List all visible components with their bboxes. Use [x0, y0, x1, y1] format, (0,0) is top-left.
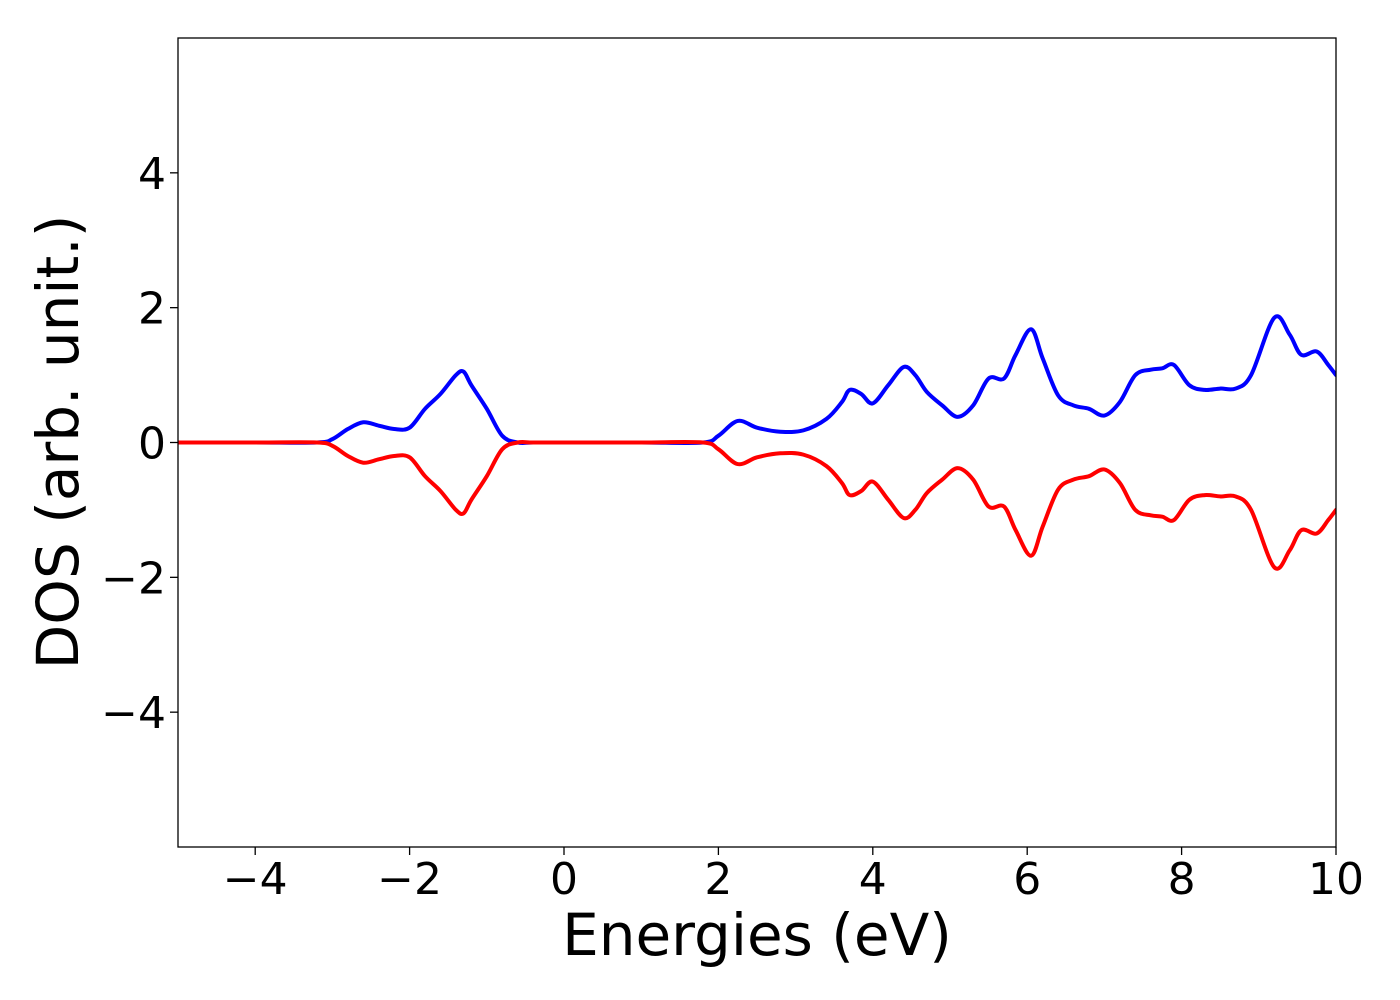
plot-frame: [177, 37, 1337, 848]
y-tick-label: 2: [138, 284, 166, 335]
x-tick-label: 8: [1168, 854, 1196, 905]
x-tick-label: −4: [223, 854, 288, 905]
x-tick-label: 4: [859, 854, 887, 905]
y-tick-label: −4: [101, 688, 166, 739]
y-tick-label: 0: [138, 419, 166, 470]
x-axis-title: Energies (eV): [562, 901, 952, 969]
x-tick-label: 6: [1013, 854, 1041, 905]
x-tick-label: −2: [377, 854, 442, 905]
series-layer: [178, 314, 1336, 571]
spin-down-line: [178, 440, 1336, 571]
x-tick-label: 2: [704, 854, 732, 905]
tick-layer: −4 −2 0 2 4 6 8 10 −4 −2 0 2 4: [101, 149, 1364, 905]
x-tick-label: 10: [1308, 854, 1364, 905]
y-axis-title: DOS (arb. unit.): [24, 215, 92, 670]
spin-up-line: [178, 314, 1336, 445]
plot-background: [178, 38, 1336, 847]
y-tick-label: 4: [138, 149, 166, 200]
y-tick-label: −2: [101, 553, 166, 604]
x-tick-label: 0: [550, 854, 578, 905]
